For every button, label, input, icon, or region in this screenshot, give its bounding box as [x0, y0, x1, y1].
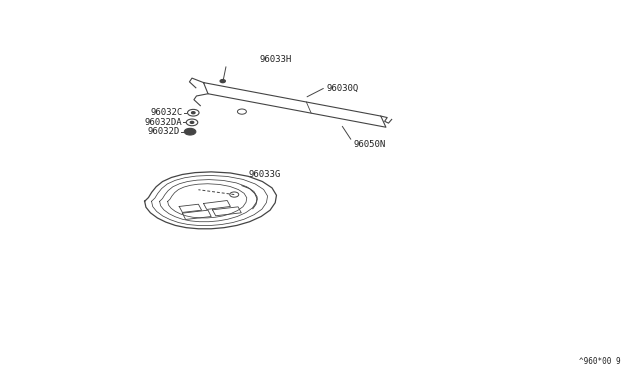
Text: 96050N: 96050N — [354, 140, 386, 149]
Circle shape — [220, 80, 225, 83]
Circle shape — [191, 112, 195, 114]
Text: 96032DA: 96032DA — [144, 118, 182, 127]
Text: ^960*00 9: ^960*00 9 — [579, 357, 621, 366]
Text: 96033G: 96033G — [248, 170, 280, 179]
Text: 96033H: 96033H — [259, 55, 291, 64]
Circle shape — [184, 128, 196, 135]
Circle shape — [190, 121, 194, 124]
Text: 96032D: 96032D — [148, 127, 180, 136]
Text: 96032C: 96032C — [151, 108, 183, 117]
Text: 96030Q: 96030Q — [326, 84, 358, 93]
